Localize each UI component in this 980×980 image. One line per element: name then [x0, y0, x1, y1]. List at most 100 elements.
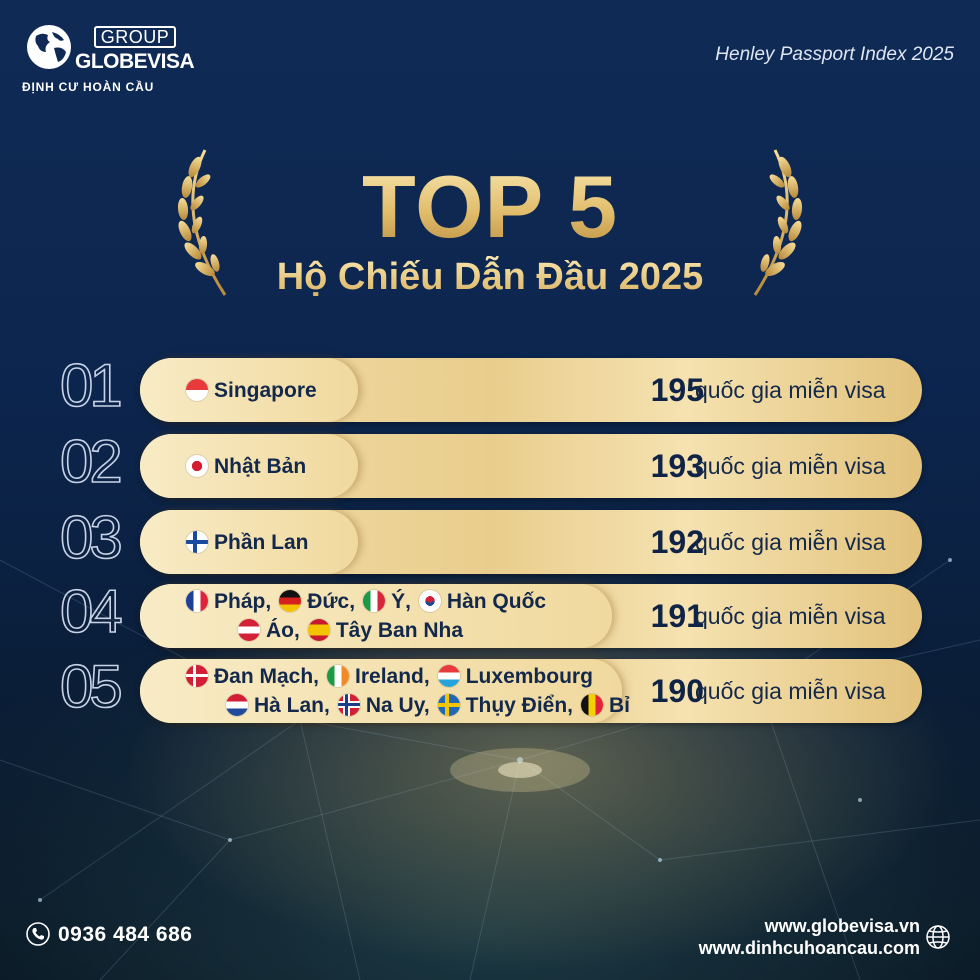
country-name: Nhật Bản [214, 454, 307, 478]
visa-free-count: 192 [650, 524, 704, 560]
country-highlight [140, 510, 358, 574]
country-name: Ireland, [355, 665, 430, 688]
title-sub: Hộ Chiếu Dẫn Đầu 2025 [0, 256, 980, 299]
rank-row-04: 04 Pháp, Đức, Ý, Hàn Quốc Áo, Tây Ban Nha 191 qu… [0, 579, 980, 648]
country-list: Singapore [186, 376, 325, 405]
phone-contact[interactable]: 0936 484 686 [26, 922, 192, 947]
country-name: Áo, [266, 619, 300, 642]
website-link-1[interactable]: www.globevisa.vn [764, 916, 920, 936]
brand-logo: GROUP GLOBEVISA ĐỊNH CƯ HOÀN CẦU [20, 20, 195, 100]
country-highlight [140, 659, 622, 723]
rank-row-03: 03 Phần Lan 192 quốc gia miễn visa [0, 505, 980, 574]
flag-at-icon [238, 619, 260, 641]
country-list: Nhật Bản [186, 452, 314, 481]
laurel-right-icon [753, 149, 803, 296]
country-item: Pháp, [186, 587, 277, 616]
country-name: Ý, [391, 590, 411, 613]
country-line: Đan Mạch, Ireland, Luxembourg [186, 662, 638, 691]
rank-number: 04 [59, 578, 123, 645]
country-name: Singapore [214, 378, 317, 402]
country-name: Hà Lan, [254, 694, 330, 717]
globe-logo-icon [27, 25, 71, 69]
country-name: Tây Ban Nha [335, 619, 464, 642]
country-line: Phần Lan [186, 528, 317, 557]
visa-free-label: quốc gia miễn visa [695, 678, 886, 704]
country-name: Đan Mạch, [214, 665, 320, 688]
country-name: Đức, [307, 590, 356, 613]
country-item: Ý, [363, 587, 417, 616]
country-name: Thụy Điển, [465, 694, 574, 717]
visa-free-label: quốc gia miễn visa [695, 529, 886, 555]
country-name: Phần Lan [214, 530, 309, 554]
flag-sg-icon [186, 378, 208, 401]
country-item: Hàn Quốc [418, 587, 552, 616]
country-line: Singapore [186, 376, 325, 405]
country-name: Bỉ [609, 694, 631, 717]
brand-name: GLOBEVISA [75, 50, 195, 73]
laurel-left-icon [177, 149, 227, 296]
country-name: Hàn Quốc [446, 590, 547, 613]
country-item: Singapore [186, 376, 323, 405]
rank-row-01: 01 Singapore 195 quốc gia miễn visa [0, 353, 980, 422]
source-label: Henley Passport Index 2025 [715, 44, 954, 65]
country-item: Áo, [238, 616, 306, 645]
visa-free-count: 191 [650, 598, 704, 634]
visa-free-count: 193 [650, 448, 704, 484]
flag-jp-icon [186, 454, 208, 477]
flag-lu-icon [437, 665, 460, 687]
country-item: Đan Mạch, [186, 662, 325, 691]
country-item: Phần Lan [186, 528, 315, 557]
flag-es-icon [307, 619, 330, 641]
rank-number: 05 [59, 653, 123, 720]
rank-row-05: 05 Đan Mạch, Ireland, Luxembourg Hà Lan, Na U… [0, 654, 980, 723]
brand-tagline: ĐỊNH CƯ HOÀN CẦU [22, 80, 155, 94]
title-main: TOP 5 [0, 156, 980, 258]
flag-nl-icon [226, 694, 248, 716]
flag-be-icon [581, 694, 604, 716]
visa-free-label: quốc gia miễn visa [695, 453, 886, 479]
visa-free-label: quốc gia miễn visa [695, 603, 886, 629]
flag-de-icon [279, 590, 302, 612]
country-line: Hà Lan, Na Uy, Thụy Điển, Bỉ [186, 691, 638, 720]
rank-row-02: 02 Nhật Bản 193 quốc gia miễn visa [0, 429, 980, 498]
visa-free-count: 190 [650, 673, 704, 709]
country-item: Hà Lan, [226, 691, 336, 720]
country-name: Pháp, [214, 590, 272, 613]
country-item: Luxembourg [437, 662, 599, 691]
flag-kr-icon [418, 590, 441, 612]
flag-no-icon [337, 694, 360, 716]
country-item: Tây Ban Nha [307, 616, 469, 645]
country-item: Ireland, [327, 662, 436, 691]
rank-number: 03 [59, 504, 123, 571]
country-highlight [140, 434, 358, 498]
flag-fr-icon [186, 590, 208, 612]
country-line: Áo, Tây Ban Nha [186, 616, 554, 645]
flag-dk-icon [186, 665, 208, 687]
flag-se-icon [437, 694, 460, 716]
country-item: Nhật Bản [186, 452, 312, 481]
country-list: Phần Lan [186, 528, 317, 557]
country-line: Nhật Bản [186, 452, 314, 481]
visa-free-label: quốc gia miễn visa [695, 377, 886, 403]
country-item: Đức, [279, 587, 361, 616]
country-list: Pháp, Đức, Ý, Hàn Quốc Áo, Tây Ban Nha [186, 587, 554, 645]
country-list: Đan Mạch, Ireland, Luxembourg Hà Lan, Na Uy,… [186, 662, 638, 720]
flag-it-icon [363, 590, 386, 612]
rank-number: 01 [59, 352, 123, 419]
web-globe-icon [926, 925, 950, 949]
flag-ie-icon [327, 665, 350, 687]
country-name: Na Uy, [365, 694, 430, 717]
country-item: Bỉ [581, 691, 636, 720]
country-line: Pháp, Đức, Ý, Hàn Quốc [186, 587, 554, 616]
flag-fi-icon [186, 530, 208, 553]
website-link-2[interactable]: www.dinhcuhoancau.com [698, 938, 920, 958]
brand-group: GROUP [94, 26, 176, 48]
country-item: Na Uy, [337, 691, 436, 720]
phone-number: 0936 484 686 [58, 923, 193, 946]
country-highlight [140, 358, 358, 422]
visa-free-count: 195 [650, 372, 704, 408]
rank-number: 02 [59, 428, 123, 495]
phone-icon [26, 922, 50, 946]
